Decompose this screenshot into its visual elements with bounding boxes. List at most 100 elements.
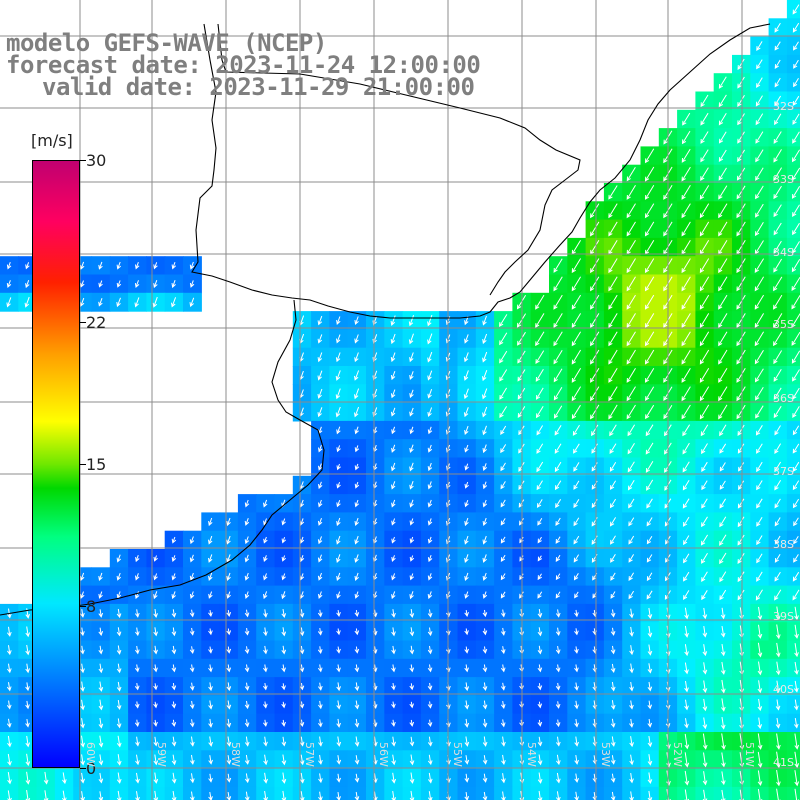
wind-cell	[786, 439, 800, 459]
wind-arrow	[573, 554, 580, 563]
wind-arrow	[721, 771, 726, 786]
colorbar-tick-label: 8	[86, 596, 97, 616]
wind-arrow	[794, 624, 799, 639]
wind-arrow	[482, 718, 488, 728]
wind-arrow	[409, 426, 414, 435]
wind-arrow	[571, 258, 582, 274]
wind-arrow	[482, 481, 488, 490]
wind-arrow	[718, 368, 728, 383]
wind-arrow	[390, 371, 396, 381]
wind-arrow	[135, 609, 140, 618]
wind-arrow	[317, 536, 323, 545]
wind-arrow	[609, 517, 617, 527]
wind-cell	[732, 786, 751, 800]
wind-arrow	[336, 646, 341, 654]
wind-arrow	[699, 368, 710, 383]
wind-arrow	[535, 405, 544, 419]
wind-arrow	[684, 644, 689, 657]
wind-arrow	[281, 518, 286, 526]
wind-arrow	[409, 754, 415, 766]
wind-arrow	[737, 131, 745, 144]
wind-arrow	[171, 754, 177, 766]
wind-arrow	[152, 296, 158, 308]
wind-arrow	[535, 369, 544, 382]
wind-arrow	[134, 664, 140, 673]
wind-arrow	[629, 608, 634, 619]
wind-arrow	[354, 628, 360, 636]
wind-arrow	[391, 518, 396, 526]
wind-arrow	[317, 572, 323, 581]
wind-arrow	[776, 751, 781, 769]
wind-cell	[786, 164, 800, 184]
wind-arrow	[701, 480, 708, 491]
wind-arrow	[116, 572, 122, 581]
latitude-label: 37S	[773, 465, 794, 478]
wind-cell	[786, 402, 800, 422]
wind-arrow	[80, 609, 85, 618]
wind-arrow	[629, 736, 634, 748]
wind-arrow	[591, 424, 599, 437]
wind-arrow	[755, 425, 763, 436]
wind-arrow	[299, 736, 305, 747]
wind-arrow	[776, 770, 781, 787]
wind-arrow	[574, 773, 579, 783]
wind-arrow	[701, 461, 708, 472]
wind-arrow	[336, 792, 341, 800]
wind-arrow	[754, 368, 764, 383]
wind-arrow	[427, 444, 433, 453]
wind-arrow	[336, 445, 341, 453]
wind-arrow	[757, 717, 763, 730]
wind-arrow	[409, 352, 414, 363]
wind-cell	[786, 786, 800, 800]
wind-arrow	[792, 461, 800, 472]
wind-arrow	[409, 664, 415, 673]
wind-arrow	[571, 368, 582, 383]
wind-arrow	[736, 386, 746, 402]
wind-arrow	[299, 791, 305, 800]
wind-arrow	[281, 664, 286, 673]
wind-arrow	[682, 480, 690, 491]
wind-arrow	[354, 736, 360, 747]
wind-arrow	[537, 518, 543, 526]
wind-arrow	[737, 552, 745, 564]
wind-arrow	[536, 425, 544, 436]
wind-arrow	[736, 167, 746, 181]
wind-arrow	[336, 664, 341, 673]
wind-arrow	[626, 221, 636, 237]
wind-arrow	[571, 404, 581, 420]
wind-arrow	[391, 555, 396, 562]
wind-arrow	[776, 788, 781, 800]
wind-arrow	[647, 718, 653, 728]
wind-arrow	[626, 203, 636, 219]
wind-arrow	[464, 481, 469, 489]
wind-arrow	[116, 645, 122, 655]
colorbar	[32, 160, 80, 768]
wind-arrow	[391, 444, 396, 453]
wind-arrow	[792, 204, 800, 217]
wind-arrow	[354, 445, 360, 453]
wind-cell	[457, 786, 477, 800]
wind-arrow	[464, 628, 469, 636]
wind-arrow	[794, 661, 799, 675]
wind-arrow	[171, 719, 177, 727]
wind-arrow	[499, 314, 508, 327]
wind-arrow	[610, 755, 616, 765]
wind-arrow	[482, 444, 487, 454]
wind-arrow	[574, 628, 579, 636]
wind-cell	[366, 786, 385, 800]
wind-arrow	[244, 518, 250, 526]
wind-cell	[36, 786, 56, 800]
wind-arrow	[627, 424, 636, 437]
wind-arrow	[757, 698, 763, 712]
wind-arrow	[43, 771, 49, 785]
wind-arrow	[791, 313, 800, 328]
wind-arrow	[116, 261, 122, 270]
wind-arrow	[390, 315, 396, 326]
wind-arrow	[263, 573, 268, 581]
wind-arrow	[610, 627, 616, 636]
wind-arrow	[792, 443, 800, 454]
longitude-label: 57W	[303, 742, 316, 767]
wind-arrow	[427, 719, 433, 728]
wind-arrow	[718, 349, 728, 365]
wind-arrow	[700, 94, 709, 108]
